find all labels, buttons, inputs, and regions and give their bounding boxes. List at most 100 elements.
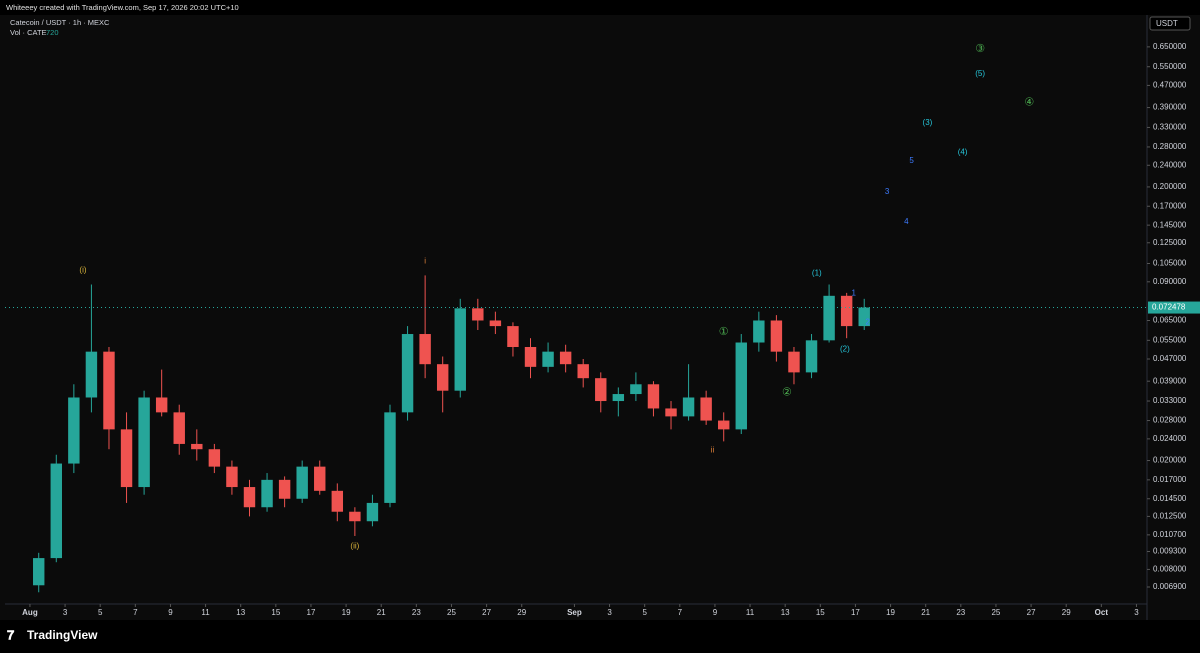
x-tick-label: 15 <box>271 608 280 617</box>
y-tick-label: 0.390000 <box>1153 103 1187 112</box>
x-tick-label: 15 <box>816 608 825 617</box>
wave-label: (2) <box>840 345 850 354</box>
y-tick-label: 0.105000 <box>1153 259 1187 268</box>
candle-body <box>349 511 361 522</box>
y-tick-label: 0.028000 <box>1153 416 1187 425</box>
volume-label: Vol · CATE <box>10 28 47 37</box>
wave-label: ② <box>782 386 792 398</box>
x-tick-label: 17 <box>307 608 316 617</box>
x-tick-label: Sep <box>567 608 582 617</box>
candle-body <box>788 351 800 373</box>
x-tick-label: 27 <box>482 608 491 617</box>
footer: TradingView <box>27 628 98 642</box>
candle-body <box>208 449 221 467</box>
y-tick-label: 0.280000 <box>1153 142 1187 151</box>
y-tick-label: 0.125000 <box>1153 238 1187 247</box>
wave-label: ii <box>711 445 715 454</box>
x-tick-label: 5 <box>98 608 103 617</box>
y-tick-label: 0.550000 <box>1153 62 1187 71</box>
candle-body <box>261 479 273 508</box>
y-tick-label: 0.010700 <box>1153 530 1187 539</box>
x-tick-label: 21 <box>377 608 386 617</box>
x-tick-label: 29 <box>1062 608 1071 617</box>
candle-body <box>559 351 572 365</box>
candle-body <box>770 320 783 352</box>
candle-body <box>489 320 502 327</box>
last-price-box <box>1148 301 1200 314</box>
volume-value: 720 <box>46 28 59 37</box>
candle-body <box>718 420 730 430</box>
candle-body <box>331 490 344 512</box>
wave-label: (3) <box>923 118 933 127</box>
x-tick-label: 23 <box>956 608 965 617</box>
wave-label: (5) <box>975 69 985 78</box>
candle-body <box>735 342 747 430</box>
x-tick-label: 3 <box>607 608 612 617</box>
currency-box[interactable] <box>1149 16 1191 31</box>
y-tick-label: 0.650000 <box>1153 42 1187 51</box>
y-tick-label: 0.065000 <box>1153 316 1187 325</box>
y-tick-label: 0.008000 <box>1153 565 1187 574</box>
candle-body <box>665 408 677 417</box>
y-tick-label: 0.200000 <box>1153 182 1187 191</box>
wave-label: 5 <box>909 156 914 165</box>
candle-body <box>278 479 291 499</box>
candle-body <box>120 429 133 488</box>
x-tick-label: 17 <box>851 608 860 617</box>
x-tick-label: 7 <box>133 608 138 617</box>
x-tick-label: 25 <box>447 608 456 617</box>
currency-label[interactable]: USDT <box>1156 19 1178 28</box>
y-tick-label: 0.047000 <box>1153 354 1187 363</box>
logo-mark: 𝟕 <box>7 627 15 642</box>
y-tick-label: 0.009300 <box>1153 547 1187 556</box>
tradingview-logo[interactable]: 𝟕 TradingView <box>7 627 98 642</box>
wave-label: 3 <box>885 187 890 196</box>
candle-body <box>595 378 607 402</box>
candle-body <box>296 466 308 499</box>
candle-body <box>314 466 326 491</box>
wave-label: i <box>424 256 426 265</box>
candle-body <box>436 364 449 391</box>
y-tick-label: 0.240000 <box>1153 160 1187 169</box>
y-tick-label: 0.006900 <box>1153 582 1187 591</box>
x-tick-label: 13 <box>781 608 790 617</box>
candle-body <box>138 397 150 488</box>
y-tick-label: 0.020000 <box>1153 456 1187 465</box>
x-tick-label: 9 <box>168 608 173 617</box>
y-tick-label: 0.012500 <box>1153 511 1187 520</box>
candle-body <box>840 295 853 327</box>
candle-body <box>507 326 519 347</box>
x-tick-label: 21 <box>921 608 930 617</box>
x-tick-label: 27 <box>1027 608 1036 617</box>
candle-body <box>612 394 625 402</box>
wave-label: (4) <box>958 148 968 157</box>
y-tick-label: 0.024000 <box>1153 434 1187 443</box>
x-tick-label: Oct <box>1095 608 1109 617</box>
x-tick-label: 9 <box>713 608 718 617</box>
wave-label: (1) <box>812 269 822 278</box>
x-tick-label: 5 <box>642 608 647 617</box>
wave-label: ③ <box>975 43 985 55</box>
candle-body <box>33 558 45 586</box>
x-tick-label: 11 <box>201 608 210 617</box>
y-tick-label: 0.017000 <box>1153 475 1187 484</box>
candle-body <box>191 443 203 450</box>
y-tick-label: 0.145000 <box>1153 220 1187 229</box>
candle-body <box>630 384 642 395</box>
chart-pane <box>0 15 1200 620</box>
candle-body <box>472 308 484 321</box>
x-tick-label: 11 <box>746 608 755 617</box>
candle-body <box>454 308 466 391</box>
candle-body <box>805 340 818 373</box>
x-tick-label: Aug <box>22 608 38 617</box>
candle-body <box>85 351 98 398</box>
candle-body <box>647 384 660 409</box>
y-tick-label: 0.033000 <box>1153 396 1187 405</box>
y-tick-label: 0.014500 <box>1153 494 1187 503</box>
candle-body <box>243 487 256 508</box>
wave-label: ① <box>719 326 729 338</box>
y-tick-label: 0.039000 <box>1153 376 1187 385</box>
candle-body <box>103 351 115 430</box>
